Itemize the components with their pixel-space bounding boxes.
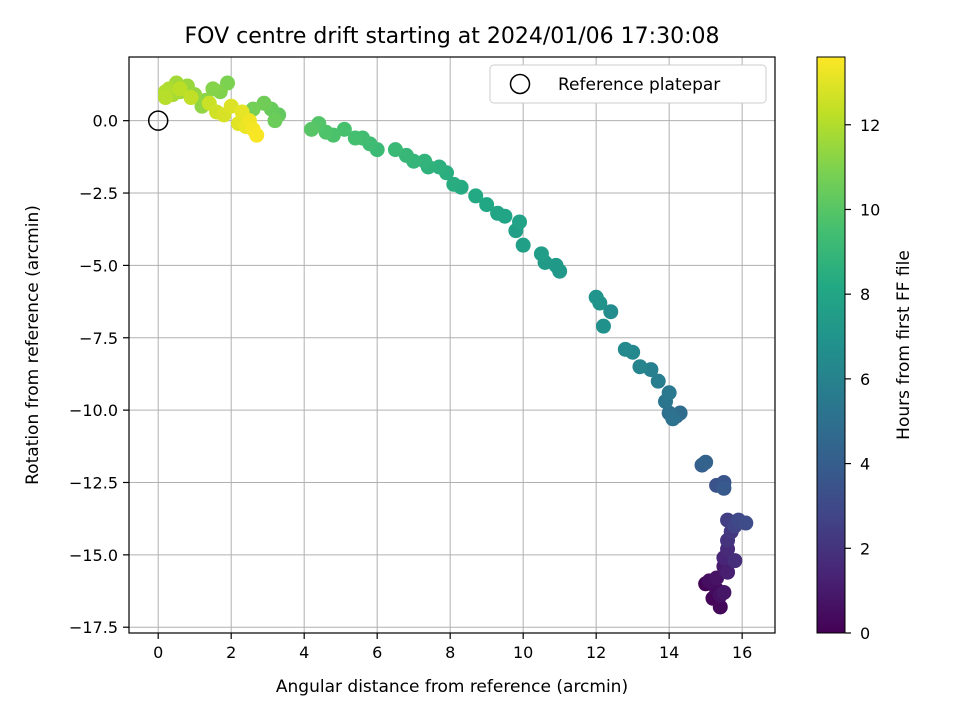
data-point: [617, 341, 633, 357]
data-point: [712, 599, 728, 615]
data-point: [479, 197, 495, 213]
y-tick-label: −15.0: [69, 546, 118, 565]
y-axis-ticks: 0.0 −2.5 −5.0 −7.5 −10.0 −12.5 −15.0 −17.5: [69, 112, 129, 637]
colorbar-tick-label: 12: [860, 116, 880, 135]
data-point: [183, 90, 199, 106]
x-axis-label: Angular distance from reference (arcmin): [276, 677, 628, 697]
data-point: [157, 90, 173, 106]
data-point: [665, 411, 681, 427]
legend-box: [489, 64, 767, 104]
colorbar-tick-label: 10: [860, 200, 880, 219]
data-point: [417, 153, 433, 169]
y-tick-label: −2.5: [79, 184, 118, 203]
data-point: [303, 121, 319, 137]
data-point: [595, 318, 611, 334]
x-tick-label: 16: [732, 643, 752, 662]
legend-marker-icon: [509, 73, 531, 95]
grid: [129, 57, 775, 633]
y-axis-label: Rotation from reference (arcmin): [23, 205, 43, 485]
colorbar-tick-label: 8: [860, 285, 870, 304]
data-point: [205, 81, 221, 97]
x-tick-label: 12: [586, 643, 606, 662]
x-tick-label: 8: [445, 643, 455, 662]
data-point: [468, 188, 484, 204]
y-tick-label: −5.0: [79, 256, 118, 275]
data-point: [446, 176, 462, 192]
colorbar-tick-label: 4: [860, 455, 870, 474]
data-point: [172, 81, 188, 97]
x-tick-label: 4: [299, 643, 309, 662]
data-point: [716, 584, 732, 600]
colorbar-tick-label: 0: [860, 624, 870, 643]
x-tick-label: 2: [226, 643, 236, 662]
x-tick-label: 10: [513, 643, 533, 662]
data-point: [347, 130, 363, 146]
x-tick-label: 0: [153, 643, 163, 662]
colorbar: 0 2 4 6 8 10 12 Hours from first FF file: [816, 56, 914, 643]
y-tick-label: −10.0: [69, 401, 118, 420]
data-point: [738, 515, 754, 531]
x-axis-ticks: 0 2 4 6 8 10 12 14 16: [153, 633, 752, 662]
y-tick-label: −17.5: [69, 618, 118, 637]
data-point: [603, 304, 619, 320]
chart-title: FOV centre drift starting at 2024/01/06 …: [185, 24, 720, 49]
legend-entry-label: Reference platepar: [558, 75, 720, 95]
data-point: [387, 142, 403, 158]
data-point: [698, 454, 714, 470]
data-point: [533, 246, 549, 262]
colorbar-tick-label: 2: [860, 539, 870, 558]
y-tick-label: −7.5: [79, 329, 118, 348]
data-point: [249, 127, 265, 143]
data-point: [512, 214, 528, 230]
data-point: [632, 359, 648, 375]
data-point: [588, 289, 604, 305]
plot-frame: [128, 56, 776, 634]
x-tick-label: 14: [659, 643, 679, 662]
data-point: [727, 553, 743, 569]
y-tick-label: −12.5: [69, 473, 118, 492]
colorbar-label: Hours from first FF file: [894, 250, 914, 440]
colorbar-ticks: 0 2 4 6 8 10 12: [845, 116, 880, 643]
data-point: [720, 564, 736, 580]
data-point: [716, 480, 732, 496]
data-point: [267, 113, 283, 129]
y-tick-label: 0.0: [93, 112, 118, 131]
reference-marker-icon: [147, 110, 169, 131]
data-point: [515, 237, 531, 253]
colorbar-gradient: [816, 56, 846, 634]
colorbar-tick-label: 6: [860, 370, 870, 389]
data-point: [661, 385, 677, 401]
data-points: [157, 75, 754, 615]
data-point: [431, 159, 447, 175]
legend: Reference platepar: [489, 64, 767, 104]
reference-marker-layer: [147, 110, 169, 131]
data-point: [650, 373, 666, 389]
data-point: [490, 205, 506, 221]
x-tick-label: 6: [372, 643, 382, 662]
